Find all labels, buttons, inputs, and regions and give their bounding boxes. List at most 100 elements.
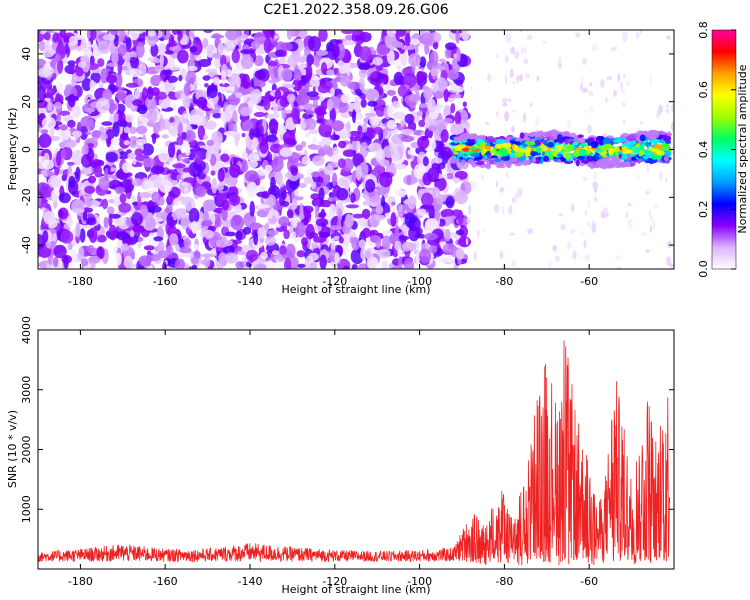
heatmap-cell (371, 71, 378, 85)
heatmap-cell (521, 47, 528, 54)
heatmap-cell (407, 195, 417, 210)
heatmap-cell (423, 87, 433, 100)
heatmap-cell (163, 65, 171, 70)
heatmap-cell (637, 158, 643, 163)
heatmap-cell (310, 193, 321, 200)
heatmap-cell (474, 250, 477, 262)
heatmap-cell (241, 132, 246, 138)
heatmap-cell (621, 153, 627, 160)
heatmap-cell (218, 252, 228, 265)
heatmap-cell (312, 155, 325, 166)
heatmap-cell (65, 84, 73, 91)
heatmap-cell (624, 161, 630, 166)
snr-x-tick-label: -60 (580, 575, 598, 588)
heatmap-cell (52, 256, 59, 268)
heatmap-cell (581, 75, 584, 86)
heatmap-cell (547, 261, 552, 269)
heatmap-cell (511, 125, 515, 133)
heatmap-cell (365, 88, 380, 103)
heatmap-cell (242, 150, 249, 160)
heatmap-cell (462, 147, 470, 152)
heatmap-cell (225, 85, 235, 94)
heatmap-cell (97, 40, 111, 54)
heatmap-cell (308, 252, 319, 261)
heatmap-cell (416, 110, 424, 117)
heatmap-cell (318, 187, 325, 202)
heatmap-cell (220, 153, 230, 163)
heatmap-cell (306, 91, 319, 97)
heatmap-cell (555, 255, 560, 262)
heatmap-cell (267, 61, 278, 67)
heatmap-cell (56, 113, 61, 123)
heatmap-cell (420, 32, 435, 46)
heatmap-cell (335, 131, 348, 136)
heatmap-cell (330, 237, 336, 252)
heatmap-cell (118, 202, 132, 213)
heatmap-cell (333, 235, 340, 241)
spectrogram-x-ticks: -180 -160 -140 -120 -100 -80 -60 (68, 30, 598, 288)
heatmap-cell (663, 135, 672, 142)
heatmap-cell (361, 123, 368, 133)
heatmap-cell (359, 46, 372, 62)
heatmap-cell (391, 40, 403, 48)
heatmap-cell (226, 176, 238, 187)
spectrogram-x-axis-label: Height of straight line (km) (281, 283, 430, 296)
heatmap-cell (583, 239, 587, 249)
heatmap-cell (383, 145, 394, 158)
heatmap-cell (523, 159, 531, 164)
heatmap-cell (183, 237, 192, 249)
heatmap-cell (327, 196, 341, 201)
heatmap-cell (286, 209, 294, 219)
heatmap-cell (185, 148, 191, 156)
heatmap-cell (41, 116, 56, 130)
heatmap-cell (394, 163, 407, 170)
heatmap-cell (317, 84, 331, 94)
heatmap-cell (622, 73, 627, 80)
heatmap-cell (433, 129, 440, 141)
heatmap-cell (67, 119, 76, 128)
heatmap-cell (365, 179, 376, 193)
heatmap-cell (300, 75, 307, 86)
heatmap-cell (43, 211, 55, 225)
heatmap-cell (511, 196, 515, 204)
heatmap-cell (210, 170, 216, 176)
heatmap-cell (316, 107, 325, 123)
spectrogram-y-tick-label: 20 (20, 95, 33, 109)
heatmap-cell (212, 52, 222, 59)
heatmap-cell (530, 138, 536, 142)
heatmap-cell (495, 164, 506, 169)
heatmap-cell (148, 205, 162, 213)
heatmap-cell (40, 30, 46, 35)
heatmap-cell (337, 158, 346, 169)
heatmap-cell (461, 30, 470, 42)
snr-y-tick-label: 1000 (20, 495, 33, 523)
heatmap-cell (126, 149, 132, 154)
heatmap-cell (394, 224, 400, 239)
heatmap-cell (639, 134, 646, 142)
heatmap-cell (181, 142, 190, 149)
heatmap-cell (297, 263, 306, 268)
heatmap-cell (131, 158, 137, 165)
heatmap-cell (75, 34, 84, 40)
heatmap-cell (422, 156, 429, 167)
heatmap-cell (96, 97, 110, 114)
heatmap-cell (424, 114, 431, 126)
heatmap-cell (519, 132, 525, 139)
heatmap-cell (81, 144, 89, 157)
heatmap-cell (115, 92, 127, 99)
heatmap-cell (556, 134, 563, 141)
heatmap-cell (507, 98, 512, 103)
heatmap-cell (579, 143, 589, 147)
heatmap-cell (529, 133, 535, 138)
heatmap-cell (96, 246, 105, 260)
heatmap-cell (272, 156, 284, 172)
heatmap-cell (627, 140, 637, 145)
heatmap-cell (185, 70, 197, 85)
heatmap-cell (64, 139, 77, 149)
heatmap-cell (591, 222, 597, 234)
heatmap-cell (224, 239, 233, 247)
heatmap-cell (181, 131, 187, 140)
heatmap-cell (265, 113, 280, 119)
spectrogram-y-axis-label: Frequency (Hz) (6, 108, 19, 191)
